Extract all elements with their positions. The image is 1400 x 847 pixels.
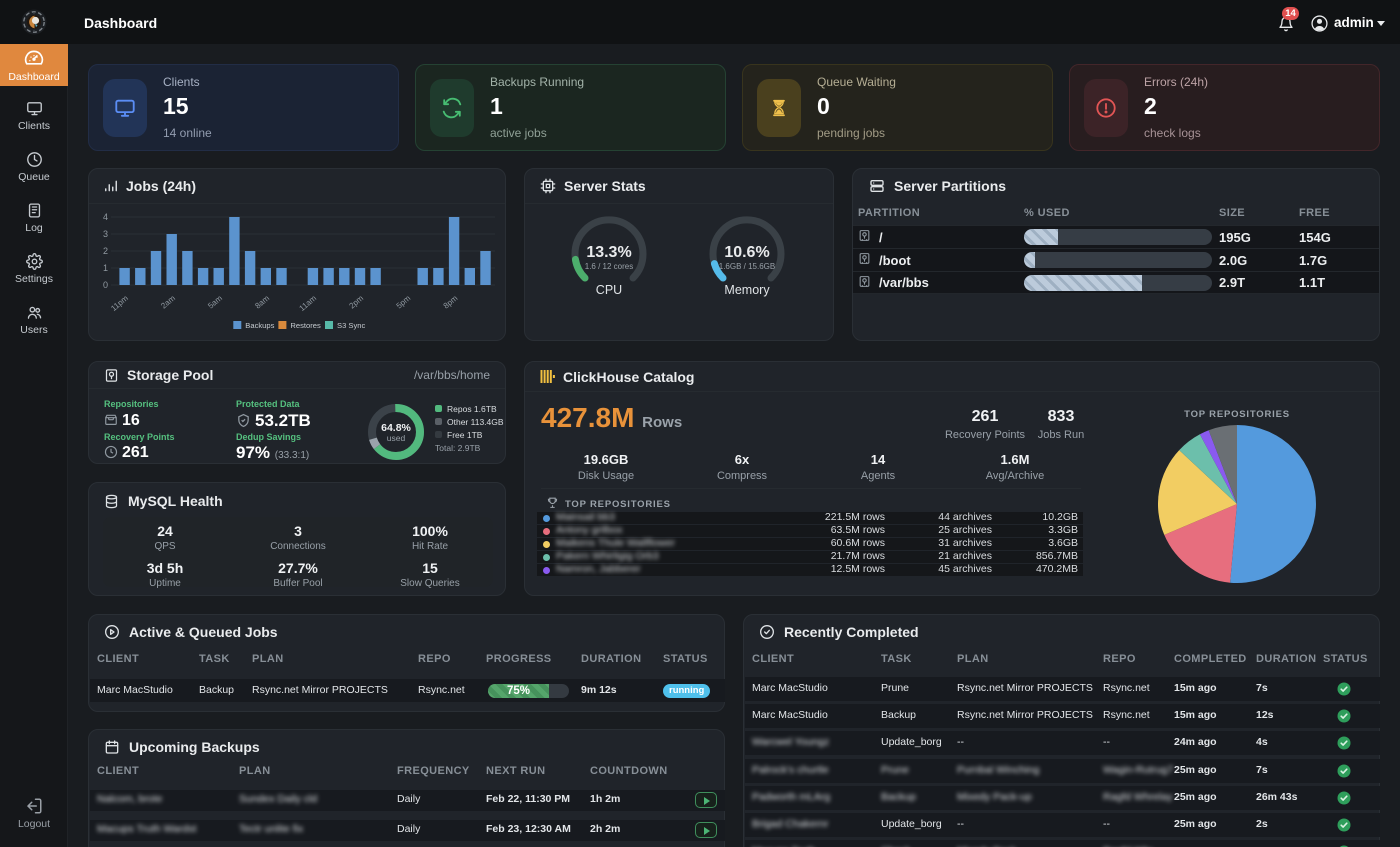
svg-text:13.3%: 13.3%: [586, 244, 631, 261]
svg-text:1: 1: [103, 263, 108, 273]
svg-text:1.6 / 12 cores: 1.6 / 12 cores: [585, 262, 633, 271]
svg-text:8am: 8am: [253, 293, 271, 310]
svg-text:Backups: Backups: [245, 321, 274, 330]
svg-text:1.6GB / 15.6GB: 1.6GB / 15.6GB: [719, 262, 775, 271]
svg-text:4: 4: [103, 212, 108, 222]
svg-text:2am: 2am: [159, 293, 177, 310]
svg-text:10.6%: 10.6%: [724, 244, 769, 261]
svg-text:11am: 11am: [298, 293, 319, 313]
svg-text:3: 3: [103, 229, 108, 239]
svg-text:S3 Sync: S3 Sync: [337, 321, 365, 330]
svg-text:11pm: 11pm: [109, 293, 130, 313]
svg-text:8pm: 8pm: [442, 293, 460, 310]
svg-text:Restores: Restores: [290, 321, 321, 330]
svg-text:2: 2: [103, 246, 108, 256]
svg-text:5pm: 5pm: [395, 293, 413, 310]
svg-text:CPU: CPU: [596, 283, 622, 297]
svg-text:Memory: Memory: [724, 283, 770, 297]
svg-text:64.8%: 64.8%: [381, 422, 411, 434]
svg-text:5am: 5am: [206, 293, 224, 310]
svg-text:used: used: [387, 433, 406, 443]
svg-text:0: 0: [103, 280, 108, 290]
svg-text:2pm: 2pm: [347, 293, 365, 310]
